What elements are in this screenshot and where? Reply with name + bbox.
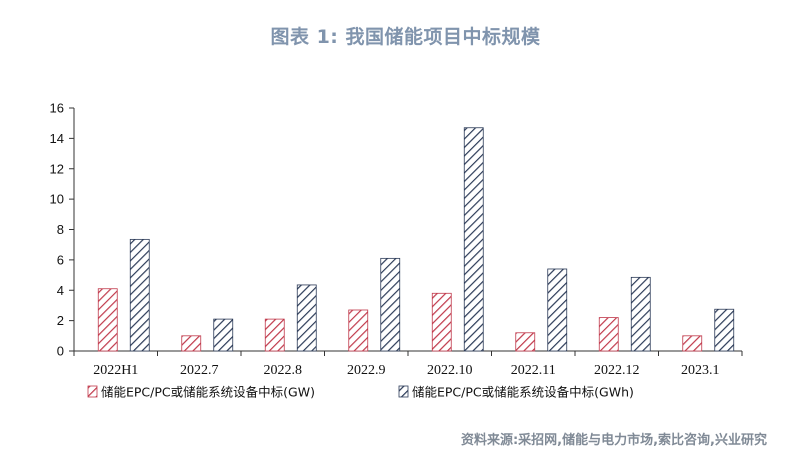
y-tick-label: 12: [50, 161, 64, 176]
bar-gw: [264, 318, 285, 352]
y-tick-label: 2: [57, 313, 64, 328]
legend-label-gw: 储能EPC/PC或储能系统设备中标(GW): [101, 385, 315, 400]
y-tick-label: 16: [50, 101, 64, 116]
bar-gwh: [463, 127, 484, 352]
bar-gwh: [380, 257, 401, 352]
y-tick-label: 4: [57, 283, 64, 298]
bar-gwh: [547, 268, 568, 352]
x-tick-label: 2022H1: [93, 363, 138, 378]
y-tick-label: 6: [57, 252, 64, 267]
bar-gwh: [296, 284, 317, 352]
y-tick-label: 10: [50, 192, 64, 207]
y-axis: 0 2 4 6 8 10 12 14 16: [50, 101, 75, 359]
y-tick-label: 8: [57, 222, 64, 237]
bar-gwh: [714, 308, 735, 352]
bar-gw: [682, 335, 703, 352]
bar-gw: [515, 332, 536, 352]
bar-gwh: [129, 238, 150, 352]
legend-swatch-gwh: [398, 385, 409, 398]
bar-gwh: [630, 276, 651, 352]
legend-swatch-gw: [87, 385, 98, 398]
bar-gw: [97, 288, 118, 352]
bar-gw: [181, 335, 202, 352]
y-tick-label: 14: [50, 131, 64, 146]
x-tick-label: 2022.9: [347, 363, 386, 378]
bars: [97, 127, 735, 352]
x-tick-label: 2022.12: [594, 363, 640, 378]
x-tick-label: 2022.10: [427, 363, 473, 378]
x-tick-label: 2023.1: [681, 363, 720, 378]
bar-gw: [348, 309, 369, 352]
bar-gwh: [213, 318, 234, 352]
x-axis: 2022H1 2022.7 2022.8 2022.9 2022.10 2022.11 20…: [73, 350, 743, 378]
x-tick-label: 2022.8: [264, 363, 303, 378]
x-tick-label: 2022.7: [180, 363, 219, 378]
source-note: 资料来源:采招网,储能与电力市场,索比咨询,兴业研究: [460, 433, 767, 448]
bar-gw: [431, 292, 452, 352]
y-tick-label: 0: [57, 344, 64, 359]
chart-title: 图表 1: 我国储能项目中标规模: [270, 26, 541, 48]
bar-gw: [598, 317, 619, 352]
x-tick-label: 2022.11: [511, 363, 556, 378]
legend: 储能EPC/PC或储能系统设备中标(GW) 储能EPC/PC或储能系统设备中标(G…: [87, 385, 634, 400]
legend-label-gwh: 储能EPC/PC或储能系统设备中标(GWh): [412, 385, 634, 400]
